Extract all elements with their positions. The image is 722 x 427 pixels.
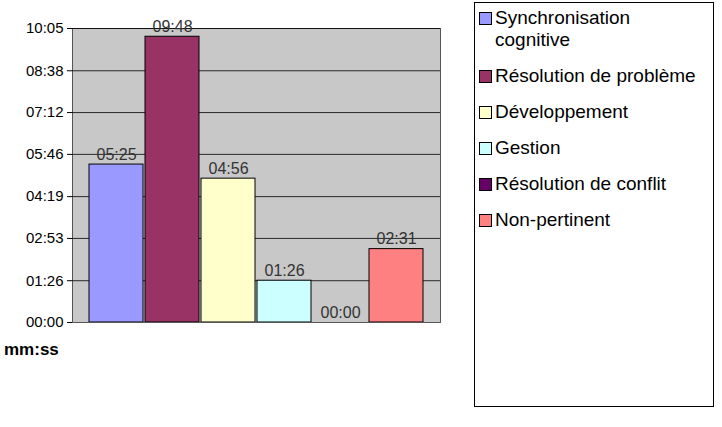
html-text:Gestion: Gestion xyxy=(495,137,561,158)
svg-text:10:05: 10:05 xyxy=(26,19,64,36)
svg-text:01:26: 01:26 xyxy=(264,262,304,279)
svg-text:02:31: 02:31 xyxy=(376,230,416,247)
svg-text:04:56: 04:56 xyxy=(208,160,248,177)
svg-text:00:00: 00:00 xyxy=(26,313,64,330)
svg-text:09:48: 09:48 xyxy=(152,18,192,35)
svg-text:04:19: 04:19 xyxy=(26,187,64,204)
html-text:mm:ss: mm:ss xyxy=(4,340,59,359)
svg-text:05:46: 05:46 xyxy=(26,145,64,162)
svg-text:01:26: 01:26 xyxy=(26,272,64,289)
svg-text:00:00: 00:00 xyxy=(320,304,360,321)
html-text:Résolution de problème: Résolution de problème xyxy=(495,65,696,86)
svg-text:05:25: 05:25 xyxy=(96,146,136,163)
html-text:Développement: Développement xyxy=(495,101,629,122)
html-text:Synchronisation cognitive: Synchronisation cognitive xyxy=(495,7,631,50)
svg-text:08:38: 08:38 xyxy=(26,62,64,79)
html-text:Résolution de conflit: Résolution de conflit xyxy=(495,173,667,194)
html-text:Non-pertinent: Non-pertinent xyxy=(495,209,611,230)
svg-text:02:53: 02:53 xyxy=(26,229,64,246)
svg-text:07:12: 07:12 xyxy=(26,103,64,120)
